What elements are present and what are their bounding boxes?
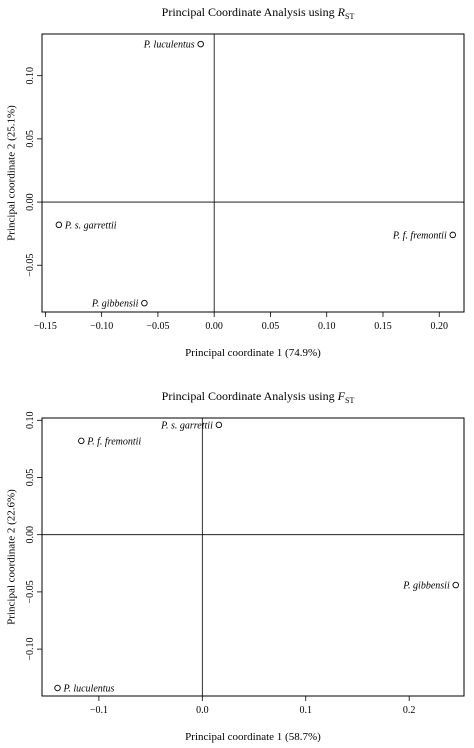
y-tick-label: 0.10 (25, 412, 36, 430)
data-point (78, 437, 85, 445)
point-label: P. luculentus (143, 40, 195, 51)
point-label: P. luculentus (63, 683, 115, 694)
x-tick-label: 0.1 (300, 705, 313, 716)
data-point (54, 684, 61, 692)
data-point (449, 231, 456, 239)
x-axis: −0.15 −0.10 −0.05 0.00 0.05 0.10 0.15 0.20 (34, 312, 448, 332)
x-axis-label: Principal coordinate 1 (58.7%) (185, 731, 321, 743)
y-tick-label: 0.00 (25, 193, 36, 211)
x-tick-label: −0.05 (146, 321, 169, 332)
x-tick-label: −0.1 (90, 705, 108, 716)
data-point (215, 421, 223, 429)
y-tick-label: 0.05 (25, 130, 36, 148)
data-point (55, 221, 63, 229)
plot-frame (41, 417, 465, 697)
chart-title: Principal Coordinate Analysis using RST (162, 5, 355, 21)
y-axis: −0.05 0.00 0.05 0.10 (25, 67, 42, 277)
data-points: P. luculentus P. s. garrettii P. f. fremon… (55, 40, 456, 310)
x-tick-label: 0.05 (262, 321, 280, 332)
plot-fst: Principal Coordinate Analysis using FST … (6, 389, 465, 743)
y-tick-label: 0.10 (25, 67, 36, 85)
data-point (197, 40, 204, 48)
point-label: P. gibbensii (402, 581, 450, 592)
x-tick-label: 0.15 (374, 321, 392, 332)
chart-title-text: Principal Coordinate Analysis using (162, 5, 338, 19)
x-tick-label: 0.10 (318, 321, 336, 332)
chart-title-symbol: F (337, 389, 346, 403)
x-tick-label: 0.0 (196, 705, 209, 716)
data-point (141, 299, 148, 307)
data-points: P. s. garrettii P. f. fremontii P. gibbens… (54, 420, 459, 694)
y-tick-label: 0.00 (25, 526, 36, 544)
chart-title: Principal Coordinate Analysis using FST (162, 389, 355, 405)
point-label: P. gibbensii (91, 299, 139, 310)
plot-rst: Principal Coordinate Analysis using RST … (6, 5, 465, 359)
chart-title-symbol: R (337, 5, 346, 19)
point-label: P. s. garrettii (64, 220, 117, 231)
point-label: P. s. garrettii (160, 420, 213, 431)
y-tick-label: −0.10 (25, 638, 36, 661)
plot-frame (41, 33, 465, 313)
x-axis: −0.1 0.0 0.1 0.2 (90, 696, 416, 716)
point-label: P. f. fremontii (392, 230, 447, 241)
x-tick-label: −0.15 (34, 321, 57, 332)
y-axis-label: Principal coordinate 2 (25.1%) (6, 105, 18, 241)
y-tick-label: −0.05 (25, 580, 36, 603)
x-tick-label: 0.00 (205, 321, 223, 332)
data-point (452, 581, 459, 589)
point-label: P. f. fremontii (86, 436, 141, 447)
x-tick-label: 0.20 (430, 321, 448, 332)
x-tick-label: 0.2 (403, 705, 416, 716)
x-tick-label: −0.10 (90, 321, 113, 332)
y-tick-label: −0.05 (25, 254, 36, 277)
chart-title-text: Principal Coordinate Analysis using (162, 389, 338, 403)
chart-title-subscript: ST (345, 396, 354, 405)
y-axis: −0.10 −0.05 0.00 0.05 0.10 (25, 412, 42, 661)
chart-title-subscript: ST (345, 12, 354, 21)
y-tick-label: 0.05 (25, 469, 36, 487)
x-axis-label: Principal coordinate 1 (74.9%) (185, 347, 321, 359)
y-axis-label: Principal coordinate 2 (22.6%) (6, 489, 18, 625)
